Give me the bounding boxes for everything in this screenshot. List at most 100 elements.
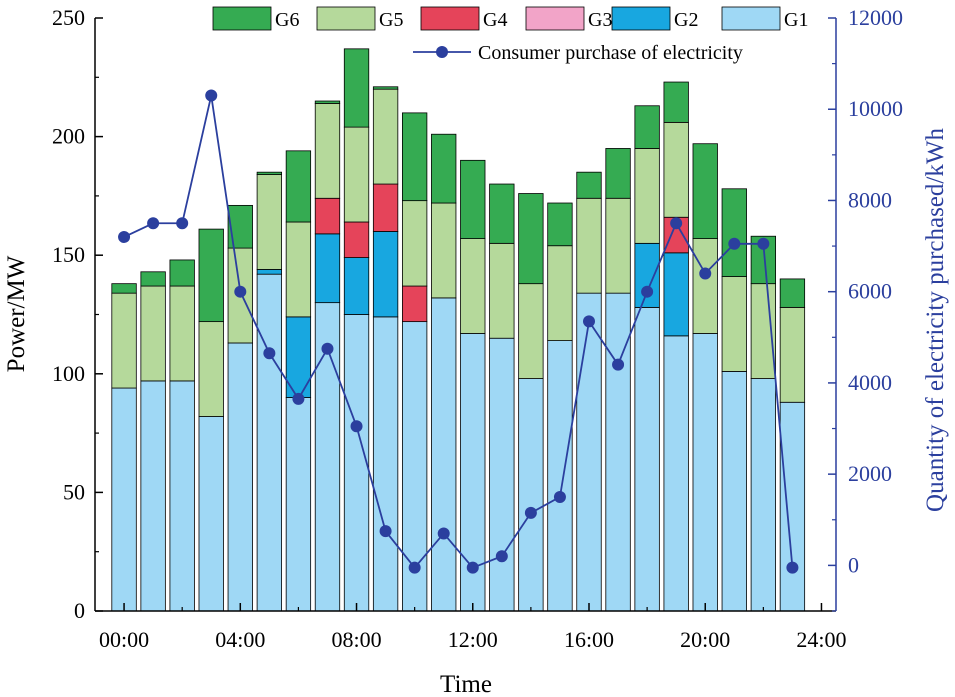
purchase-point-8: [350, 420, 363, 433]
y-tick-label-200: 200: [52, 124, 85, 149]
bar-g6-11: [431, 133, 457, 204]
bar-g6-14: [518, 193, 544, 285]
bar-g1-13: [489, 337, 515, 612]
purchase-point-0: [118, 230, 131, 243]
purchase-point-5: [263, 347, 276, 360]
bar-g1-5: [256, 273, 283, 612]
legend-swatch-g2: [611, 6, 671, 31]
purchase-point-1: [147, 217, 160, 230]
bar-g2-19: [663, 252, 689, 337]
bar-g5-6: [285, 221, 312, 318]
bar-g1-23: [779, 401, 806, 612]
bar-g1-4: [227, 342, 253, 612]
bar-g1-20: [692, 333, 718, 612]
bar-g6-23: [779, 278, 806, 308]
bar-g2-18: [634, 242, 660, 308]
purchase-point-19: [670, 217, 683, 230]
bar-g1-18: [634, 306, 660, 612]
bar-g5-16: [576, 197, 602, 294]
purchase-point-7: [321, 342, 334, 355]
purchase-point-14: [524, 506, 537, 519]
y2-tick-label-12000: 12000: [848, 5, 903, 30]
bar-g6-12: [460, 159, 486, 239]
bar-g6-8: [343, 48, 370, 128]
x-tick-label-24: 24:00: [796, 627, 846, 652]
purchase-point-3: [205, 89, 218, 102]
bar-g6-6: [285, 150, 312, 223]
bar-g5-17: [605, 197, 631, 294]
bar-g5-2: [169, 285, 195, 382]
bar-g6-17: [605, 148, 631, 199]
bar-g6-9: [372, 86, 399, 90]
bar-g6-7: [314, 100, 341, 104]
purchase-point-10: [408, 561, 421, 574]
y2-tick-label-8000: 8000: [848, 187, 892, 212]
bar-g4-7: [314, 197, 341, 235]
purchase-point-21: [728, 237, 741, 250]
legend-line-marker: [436, 46, 448, 58]
purchase-point-18: [641, 285, 654, 298]
bar-g1-3: [198, 416, 224, 612]
bar-g6-18: [634, 105, 660, 149]
bar-g6-13: [489, 183, 515, 244]
y-tick-label-50: 50: [63, 479, 85, 504]
bar-g6-5: [256, 171, 283, 175]
bar-g6-21: [721, 188, 747, 277]
bar-g5-5: [256, 174, 283, 270]
bar-g6-15: [547, 202, 573, 247]
bar-g1-6: [285, 397, 312, 612]
legend-swatch-g1: [721, 6, 781, 31]
bar-g1-9: [372, 316, 399, 612]
legend: G6 G5 G4 G3 G2 G1 Consumer purchase of electri…: [212, 6, 808, 64]
bar-g5-10: [401, 200, 428, 287]
bar-g5-19: [663, 121, 689, 218]
x-tick-label-0: 00:00: [99, 627, 149, 652]
purchase-point-9: [379, 525, 392, 538]
bar-g5-1: [140, 285, 166, 382]
bar-g5-12: [460, 238, 486, 334]
purchase-point-2: [176, 217, 189, 230]
bar-g6-1: [140, 271, 166, 287]
bar-g5-9: [372, 88, 399, 185]
bar-g5-8: [343, 126, 370, 223]
legend-label-purchase: Consumer purchase of electricity: [478, 42, 743, 64]
y-tick-label-100: 100: [52, 361, 85, 386]
bar-g2-9: [372, 231, 399, 318]
y2-tick-label-2000: 2000: [848, 461, 892, 486]
purchase-point-11: [437, 527, 450, 540]
bar-g6-0: [111, 283, 137, 294]
y-tick-label-250: 250: [52, 5, 85, 30]
y2-tick-label-10000: 10000: [848, 96, 903, 121]
purchase-point-20: [699, 267, 712, 280]
bar-g4-9: [372, 183, 399, 232]
bar-g4-10: [401, 285, 428, 323]
bar-g1-16: [576, 292, 602, 612]
bar-g1-15: [547, 340, 573, 612]
legend-swatch-g4: [420, 6, 480, 31]
y2-tick-label-6000: 6000: [848, 279, 892, 304]
bar-g1-1: [140, 380, 166, 612]
x-tick-label-16: 16:00: [564, 627, 614, 652]
purchase-point-16: [583, 315, 595, 328]
bar-g5-7: [314, 102, 341, 199]
bar-g5-15: [547, 245, 573, 341]
bar-g5-11: [431, 202, 457, 299]
bar-g1-19: [663, 335, 689, 612]
legend-label-g5: G5: [379, 9, 403, 31]
y-tick-label-150: 150: [52, 242, 85, 267]
bar-g5-3: [198, 321, 224, 417]
bar-g2-7: [314, 233, 341, 304]
legend-swatch-g5: [316, 6, 376, 31]
bar-g6-2: [169, 259, 195, 287]
purchase-point-4: [234, 285, 247, 298]
bar-g5-21: [721, 276, 747, 372]
bar-g5-18: [634, 148, 660, 244]
x-tick-label-8: 08:00: [331, 627, 381, 652]
bar-g5-14: [518, 283, 544, 379]
bar-g2-5: [256, 269, 283, 275]
purchase-point-15: [553, 490, 566, 503]
y-tick-label-0: 0: [74, 598, 85, 623]
purchase-line: [123, 95, 794, 570]
bar-g4-8: [343, 221, 370, 258]
